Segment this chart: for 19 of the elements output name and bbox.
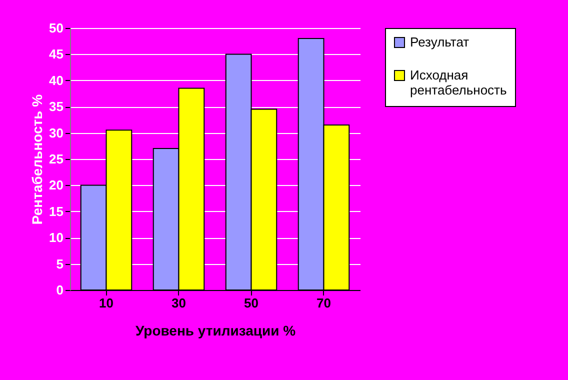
legend-label: Результат — [410, 34, 470, 50]
y-tick-label: 45 — [49, 46, 64, 62]
y-tick-label: 40 — [49, 72, 64, 88]
y-tick-label: 30 — [49, 125, 64, 140]
y-tick-label: 5 — [56, 256, 64, 272]
x-tick-label: 50 — [244, 296, 258, 310]
legend-label: Исходная рентабельность — [410, 68, 507, 98]
y-tick-label: 0 — [56, 282, 64, 298]
y-tick-label: 25 — [49, 152, 64, 166]
y-tick-label: 35 — [49, 99, 64, 114]
x-axis-title: Уровень утилизации % — [135, 322, 296, 338]
x-tick-label: 30 — [172, 296, 186, 310]
y-tick-label: 20 — [49, 178, 64, 193]
y-tick-label: 15 — [49, 204, 64, 219]
x-tick-label: 10 — [99, 296, 114, 310]
x-tick-label: 70 — [316, 296, 331, 310]
y-axis-title: Рентабельность % — [29, 94, 46, 225]
y-tick-label: 50 — [49, 20, 64, 36]
y-tick-label: 10 — [49, 230, 64, 246]
